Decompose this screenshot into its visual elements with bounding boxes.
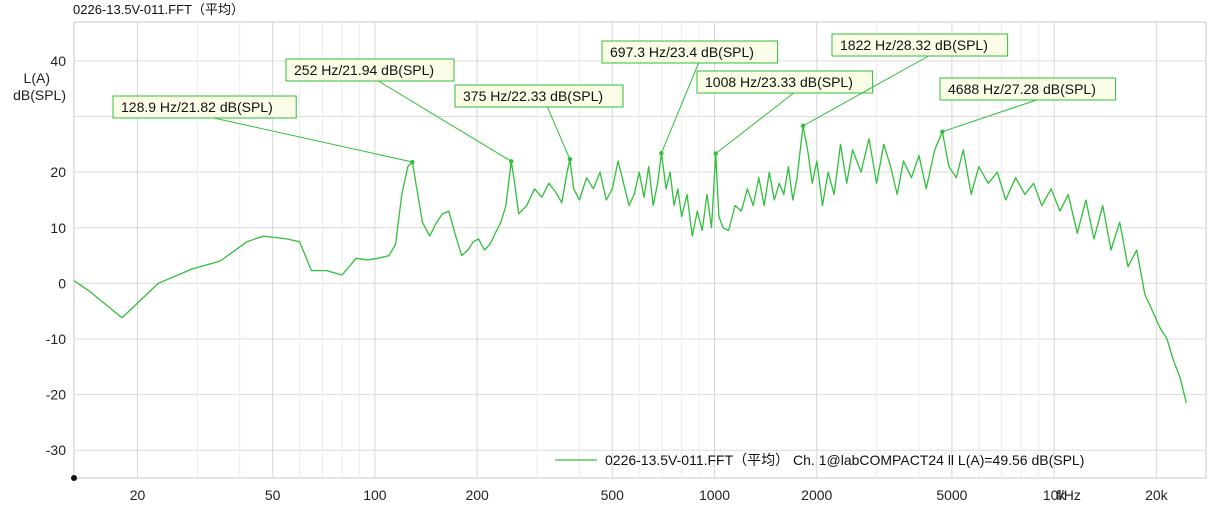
annotation-box — [454, 84, 624, 108]
x-tick-label: 1000 — [699, 487, 730, 503]
y-tick-label: -10 — [46, 331, 66, 347]
x-tick-label: 50 — [265, 487, 281, 503]
legend-entry: 0226-13.5V-011.FFT（平均） Ch. 1@labCOMPACT2… — [605, 452, 1084, 468]
x-tick-label: 20 — [130, 487, 146, 503]
y-tick-label: 10 — [50, 220, 66, 236]
annotation-box — [939, 77, 1117, 101]
x-tick-label: 500 — [601, 487, 625, 503]
annotation-leader — [213, 117, 413, 163]
annotation-label: 252 Hz/21.94 dB(SPL) — [294, 62, 434, 78]
x-axis-label: f/Hz — [1056, 487, 1081, 503]
spectrum-line — [73, 125, 1187, 404]
annotation-leader — [546, 106, 571, 160]
annotation-label: 1008 Hz/23.33 dB(SPL) — [705, 74, 853, 90]
annotation-box — [112, 95, 297, 119]
annotation-leader — [802, 55, 929, 127]
annotation-marker — [567, 156, 573, 162]
y-tick-label: 0 — [58, 275, 66, 291]
plot-frame — [73, 21, 1207, 479]
annotation-box — [285, 58, 455, 82]
y-tick-label: -20 — [46, 387, 66, 403]
annotation-leader — [715, 92, 794, 155]
y-tick-label: 40 — [50, 53, 66, 69]
x-tick-label: 5000 — [936, 487, 967, 503]
x-tick-label: 2000 — [801, 487, 832, 503]
annotation-box — [696, 70, 874, 94]
x-tick-label: 10k — [1043, 487, 1067, 503]
legend: 0226-13.5V-011.FFT（平均） Ch. 1@labCOMPACT2… — [555, 452, 1084, 468]
annotation-leader — [942, 99, 1037, 133]
annotation-leader — [378, 80, 512, 162]
y-axis-label-line2: dB(SPL) — [13, 87, 66, 103]
annotation-label: 4688 Hz/27.28 dB(SPL) — [948, 81, 1096, 97]
x-tick-label: 20k — [1145, 487, 1169, 503]
series-layer — [73, 125, 1187, 404]
annotation-marker — [713, 151, 718, 156]
annotation-label: 375 Hz/22.33 dB(SPL) — [463, 88, 603, 104]
annotation-box — [601, 40, 779, 64]
x-tick-label: 200 — [465, 487, 489, 503]
annotation-marker — [509, 159, 514, 164]
annotation-marker — [659, 151, 664, 156]
annotation-marker — [800, 123, 806, 129]
annotation-label: 1822 Hz/28.32 dB(SPL) — [840, 37, 988, 53]
annotation-box — [831, 33, 1009, 57]
annotations: 128.9 Hz/21.82 dB(SPL) 252 Hz/21.94 dB(SP… — [112, 33, 1117, 165]
y-axis-label-line1: L(A) — [24, 70, 50, 86]
y-tick-label: -30 — [46, 442, 66, 458]
chart-title: 0226-13.5V-011.FFT（平均） — [73, 2, 244, 17]
y-tick-label: 20 — [50, 164, 66, 180]
annotation-marker — [410, 159, 415, 165]
annotation-marker — [940, 129, 945, 134]
axis-origin-dot — [71, 475, 77, 481]
x-tick-label: 100 — [363, 487, 387, 503]
annotation-label: 128.9 Hz/21.82 dB(SPL) — [121, 99, 273, 115]
annotation-leader — [660, 62, 700, 154]
annotation-label: 697.3 Hz/23.4 dB(SPL) — [610, 44, 754, 60]
